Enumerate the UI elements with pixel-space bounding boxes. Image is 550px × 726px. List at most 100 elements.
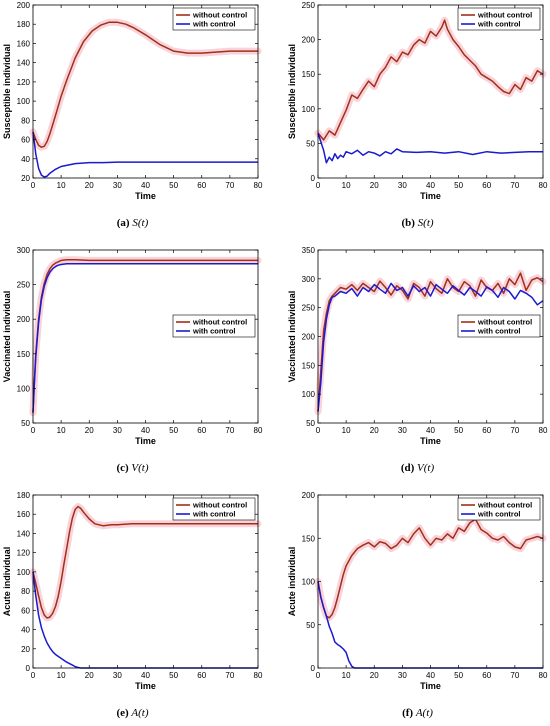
series-line-with-control <box>317 581 543 669</box>
chart-panel-d: 0 10 20 30 40 50 60 70 80 50 100 150 200 250 300 350 Tim… <box>285 245 550 481</box>
y-tick-label: 150 <box>302 70 316 79</box>
y-tick-label: 140 <box>17 59 31 68</box>
series-line-with-control <box>32 131 258 178</box>
legend-box <box>457 314 541 338</box>
y-tick-label: 100 <box>302 578 316 587</box>
caption-f: (f) A(t) <box>285 707 550 719</box>
series-line-with-control <box>317 132 543 164</box>
x-tick-label: 80 <box>539 181 548 190</box>
confidence-band <box>314 515 547 622</box>
x-tick-label: 70 <box>510 426 519 435</box>
x-tick-label: 40 <box>141 671 150 680</box>
legend-label: without control <box>192 318 247 327</box>
x-axis-label: Time <box>420 191 441 201</box>
y-tick-label: 80 <box>21 116 30 125</box>
caption-tag: (a) <box>116 217 130 229</box>
x-tick-label: 20 <box>85 671 94 680</box>
y-tick-label: 120 <box>17 549 31 558</box>
x-tick-label: 0 <box>316 181 321 190</box>
y-tick-label: 100 <box>17 97 31 106</box>
x-tick-label: 50 <box>169 671 178 680</box>
chart-d: 0 10 20 30 40 50 60 70 80 50 100 150 200 250 300 350 Tim… <box>287 246 548 446</box>
x-tick-label: 30 <box>398 671 407 680</box>
y-tick-label: 250 <box>17 281 31 290</box>
y-tick-label: 180 <box>17 491 31 500</box>
x-tick-label: 50 <box>454 671 463 680</box>
legend-label: without control <box>192 501 247 510</box>
x-axis-label: Time <box>420 681 441 691</box>
y-tick-label: 40 <box>21 155 30 164</box>
x-tick-label: 0 <box>316 426 321 435</box>
x-tick-label: 30 <box>113 426 122 435</box>
x-tick-label: 0 <box>31 426 36 435</box>
y-tick-label: 100 <box>302 390 316 399</box>
x-tick-label: 40 <box>426 671 435 680</box>
y-tick-label: 200 <box>302 491 316 500</box>
y-tick-label: 40 <box>21 626 30 635</box>
series-line-without-control <box>317 272 544 412</box>
x-tick-label: 60 <box>482 181 491 190</box>
legend-label: with control <box>477 510 521 519</box>
y-tick-label: 180 <box>17 20 31 29</box>
x-tick-label: 80 <box>254 671 263 680</box>
y-axis-label: Acute individual <box>287 547 297 617</box>
x-tick-label: 0 <box>31 671 36 680</box>
x-tick-label: 50 <box>169 426 178 435</box>
x-tick-label: 10 <box>57 181 66 190</box>
y-tick-label: 20 <box>21 174 30 183</box>
y-tick-label: 250 <box>302 304 316 313</box>
legend-label: with control <box>192 327 236 336</box>
y-tick-label: 150 <box>302 361 316 370</box>
confidence-band <box>29 18 262 151</box>
caption-function: S(t) <box>417 217 434 229</box>
legend-label: with control <box>192 510 236 519</box>
series-line-without-control <box>317 518 544 619</box>
legend-box <box>457 7 541 31</box>
x-axis-label: Time <box>135 191 156 201</box>
caption-tag: (c) <box>116 462 129 474</box>
chart-e: 0 10 20 30 40 50 60 70 80 0 20 40 60 80 100 120 140 160 18… <box>2 491 263 691</box>
plot-frame <box>317 494 544 669</box>
y-axis-label: Susceptible individual <box>2 44 12 139</box>
chart-a: 0 10 20 30 40 50 60 70 80 20 40 60 80 100 120 140 160 180… <box>2 1 263 201</box>
y-tick-label: 200 <box>302 36 316 45</box>
y-tick-label: 50 <box>21 419 30 428</box>
series-line-without-control <box>32 21 258 148</box>
x-tick-label: 20 <box>370 181 379 190</box>
y-tick-label: 60 <box>21 136 30 145</box>
x-tick-label: 50 <box>454 426 463 435</box>
y-axis-label: Susceptible individual <box>287 44 297 139</box>
x-axis-label: Time <box>135 681 156 691</box>
x-tick-label: 50 <box>454 181 463 190</box>
caption-e: (e) A(t) <box>0 707 265 719</box>
chart-panel-c: 0 10 20 30 40 50 60 70 80 50 100 150 200 250 300 Time Va… <box>0 245 265 481</box>
caption-function: A(t) <box>415 707 433 719</box>
series-line-with-control <box>317 282 544 412</box>
y-tick-label: 350 <box>302 246 316 255</box>
x-tick-label: 60 <box>197 671 206 680</box>
chart-b: 0 10 20 30 40 50 60 70 80 0 50 100 150 200 250 Time Susc… <box>287 1 548 201</box>
chart-panel-f: 0 10 20 30 40 50 60 70 80 0 50 100 150 200 Time Acute i… <box>285 490 550 726</box>
y-tick-label: 50 <box>306 621 315 630</box>
legend-label: with control <box>477 327 521 336</box>
y-tick-label: 0 <box>311 664 316 673</box>
x-axis-label: Time <box>420 436 441 446</box>
y-tick-label: 50 <box>306 139 315 148</box>
y-tick-label: 150 <box>17 350 31 359</box>
x-tick-label: 20 <box>85 181 94 190</box>
series-line-without-control <box>32 505 258 619</box>
x-tick-label: 40 <box>426 426 435 435</box>
x-tick-label: 0 <box>31 181 36 190</box>
x-tick-label: 60 <box>197 181 206 190</box>
chart-panel-e: 0 10 20 30 40 50 60 70 80 0 20 40 60 80 100 120 140 160 18… <box>0 490 265 726</box>
legend-box <box>457 497 541 521</box>
caption-function: S(t) <box>132 217 149 229</box>
y-tick-label: 20 <box>21 645 30 654</box>
confidence-band <box>314 16 547 144</box>
y-tick-label: 200 <box>17 1 31 10</box>
x-tick-label: 10 <box>342 671 351 680</box>
legend-box <box>172 314 256 338</box>
legend-label: without control <box>477 318 532 327</box>
caption-d: (d) V(t) <box>285 462 550 474</box>
x-tick-label: 30 <box>398 181 407 190</box>
